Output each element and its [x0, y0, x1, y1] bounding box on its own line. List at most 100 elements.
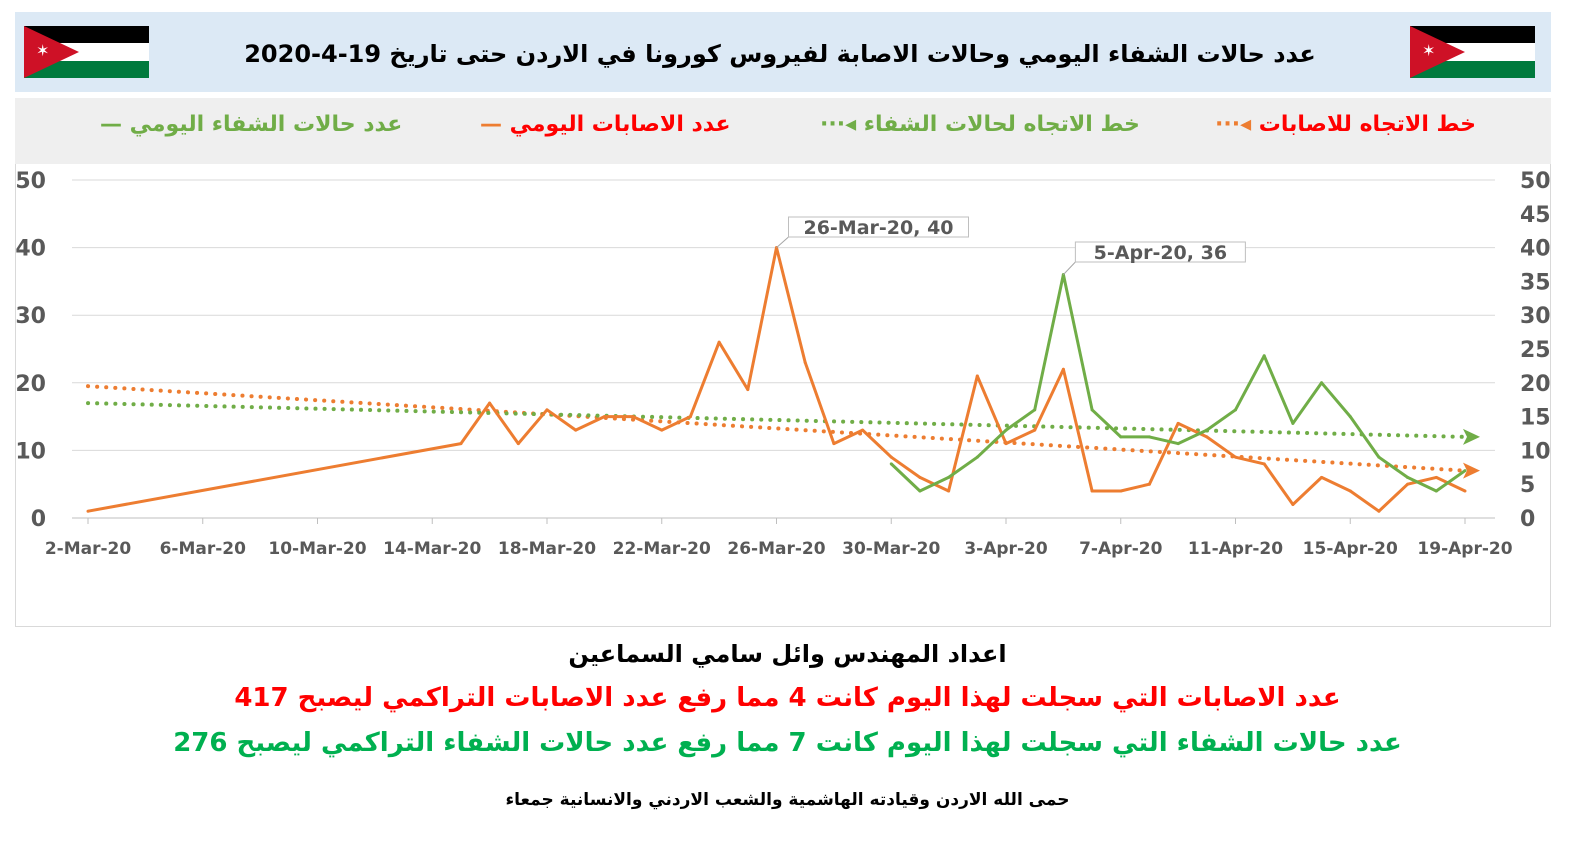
annotation-box [1074, 241, 1246, 263]
y-right-tick-label: 0 [1520, 507, 1535, 532]
x-tick-label: 19-Apr-20 [1417, 539, 1512, 559]
y-right-tick-label: 35 [1520, 270, 1551, 295]
data-point [602, 415, 606, 419]
data-point [1434, 475, 1438, 479]
legend-recovery-trend: خط الاتجاه لحالات الشفاء ◂··· [820, 112, 1140, 137]
data-point [545, 408, 549, 412]
data-point [516, 442, 520, 446]
data-point [1406, 475, 1410, 479]
legend-bar [15, 98, 1551, 164]
data-point [975, 455, 979, 459]
dotted-arrow-icon: ◂··· [820, 112, 857, 137]
dotted-arrow-icon: ◂··· [1215, 112, 1252, 137]
legend-infection-trend-label: خط الاتجاه للاصابات [1258, 112, 1476, 137]
legend-daily-infections: عدد الاصابات اليومي — [480, 112, 731, 137]
line-chart: 0 10 20 30 40 50 0 5 10 15 20 25 30 35 40 45 50 2-Mar-20 6… [15, 169, 1551, 559]
data-point [1061, 367, 1065, 371]
data-point [1234, 455, 1237, 459]
legend-daily-recovery-label: عدد حالات الشفاء اليومي [129, 112, 403, 137]
data-point [1119, 435, 1123, 439]
x-tick-label: 7-Apr-20 [1079, 539, 1162, 559]
data-point [1004, 428, 1008, 432]
data-point [1348, 489, 1352, 493]
data-point [1262, 462, 1266, 466]
x-tick-label: 14-Mar-20 [383, 539, 481, 559]
x-tick-label: 11-Apr-20 [1188, 539, 1283, 559]
y-right-tick-label: 30 [1520, 304, 1551, 329]
x-tick-label: 10-Mar-20 [268, 539, 366, 559]
x-tick-label: 3-Apr-20 [964, 539, 1047, 559]
data-point [947, 489, 951, 493]
data-point [717, 340, 721, 344]
jordan-flag-left: ✶ [24, 26, 149, 78]
x-tick-label: 30-Mar-20 [842, 539, 940, 559]
data-point [803, 361, 807, 365]
data-point [1004, 442, 1008, 446]
data-point [975, 374, 979, 378]
infections-summary: عدد الاصابات التي سجلت لهذا اليوم كانت 4… [234, 683, 1341, 713]
data-point [1406, 482, 1410, 486]
y-left-tick-label: 50 [15, 169, 46, 194]
author-credit: اعداد المهندس وائل سامي السماعين [568, 640, 1007, 668]
annotation-box [788, 216, 969, 238]
legend-daily-infections-label: عدد الاصابات اليومي [509, 112, 731, 137]
data-point [1377, 509, 1381, 513]
data-point [918, 489, 922, 493]
annotation-leader [776, 236, 789, 248]
x-tick-label: 6-Mar-20 [160, 539, 247, 559]
line-swatch-icon: — [100, 112, 122, 137]
data-point [889, 455, 893, 459]
data-point [861, 428, 865, 432]
data-point [1205, 435, 1209, 439]
y-right-tick-label: 40 [1520, 237, 1551, 262]
y-left-tick-label: 30 [15, 304, 46, 329]
annotation-label: 26-Mar-20, 40 [803, 217, 953, 239]
data-point [688, 415, 692, 419]
y-right-tick-label: 15 [1520, 406, 1551, 431]
y-right-tick-label: 20 [1520, 372, 1551, 397]
trendline-arrowhead [1463, 428, 1480, 445]
data-point [1434, 489, 1438, 493]
data-point [1033, 408, 1037, 412]
x-tick-label: 15-Apr-20 [1303, 539, 1398, 559]
data-point [1090, 489, 1094, 493]
y-left-tick-label: 10 [15, 439, 46, 464]
data-point [1320, 475, 1324, 479]
data-point [918, 475, 922, 479]
jordan-flag-right: ✶ [1410, 26, 1535, 78]
x-tick-label: 26-Mar-20 [727, 539, 825, 559]
data-point [1320, 381, 1324, 385]
y-right-tick-label: 10 [1520, 439, 1551, 464]
chart-frame [15, 164, 1551, 627]
trendline-arrowhead [1463, 462, 1480, 479]
x-tick-label: 22-Mar-20 [613, 539, 711, 559]
y-right-tick-label: 50 [1520, 169, 1551, 194]
chart-title: عدد حالات الشفاء اليومي وحالات الاصابة ل… [244, 40, 1316, 68]
x-tick-label: 18-Mar-20 [498, 539, 596, 559]
legend-daily-recovery: عدد حالات الشفاء اليومي — [100, 112, 402, 137]
recovery-summary: عدد حالات الشفاء التي سجلت لهذا اليوم كا… [173, 728, 1402, 758]
data-point [86, 509, 90, 513]
y-left-tick-label: 0 [31, 507, 46, 532]
data-point [488, 401, 492, 405]
line-swatch-icon: — [480, 112, 502, 137]
data-point [1119, 489, 1123, 493]
annotation-leader [1063, 261, 1076, 275]
data-point [631, 415, 635, 419]
y-right-tick-label: 45 [1520, 203, 1551, 228]
data-point [660, 428, 664, 432]
data-point [1147, 435, 1151, 439]
title-banner [15, 12, 1551, 92]
data-point [1176, 421, 1180, 425]
data-point [1377, 455, 1381, 459]
y-left-tick-label: 20 [15, 372, 46, 397]
y-left-tick-label: 40 [15, 237, 46, 262]
data-point [574, 428, 578, 432]
data-point [1463, 489, 1467, 493]
series-line [87, 246, 1466, 513]
trendline [86, 401, 1467, 439]
data-point [1090, 408, 1094, 412]
legend-recovery-trend-label: خط الاتجاه لحالات الشفاء [863, 112, 1140, 137]
data-point [1147, 482, 1151, 486]
data-point [1033, 428, 1037, 432]
